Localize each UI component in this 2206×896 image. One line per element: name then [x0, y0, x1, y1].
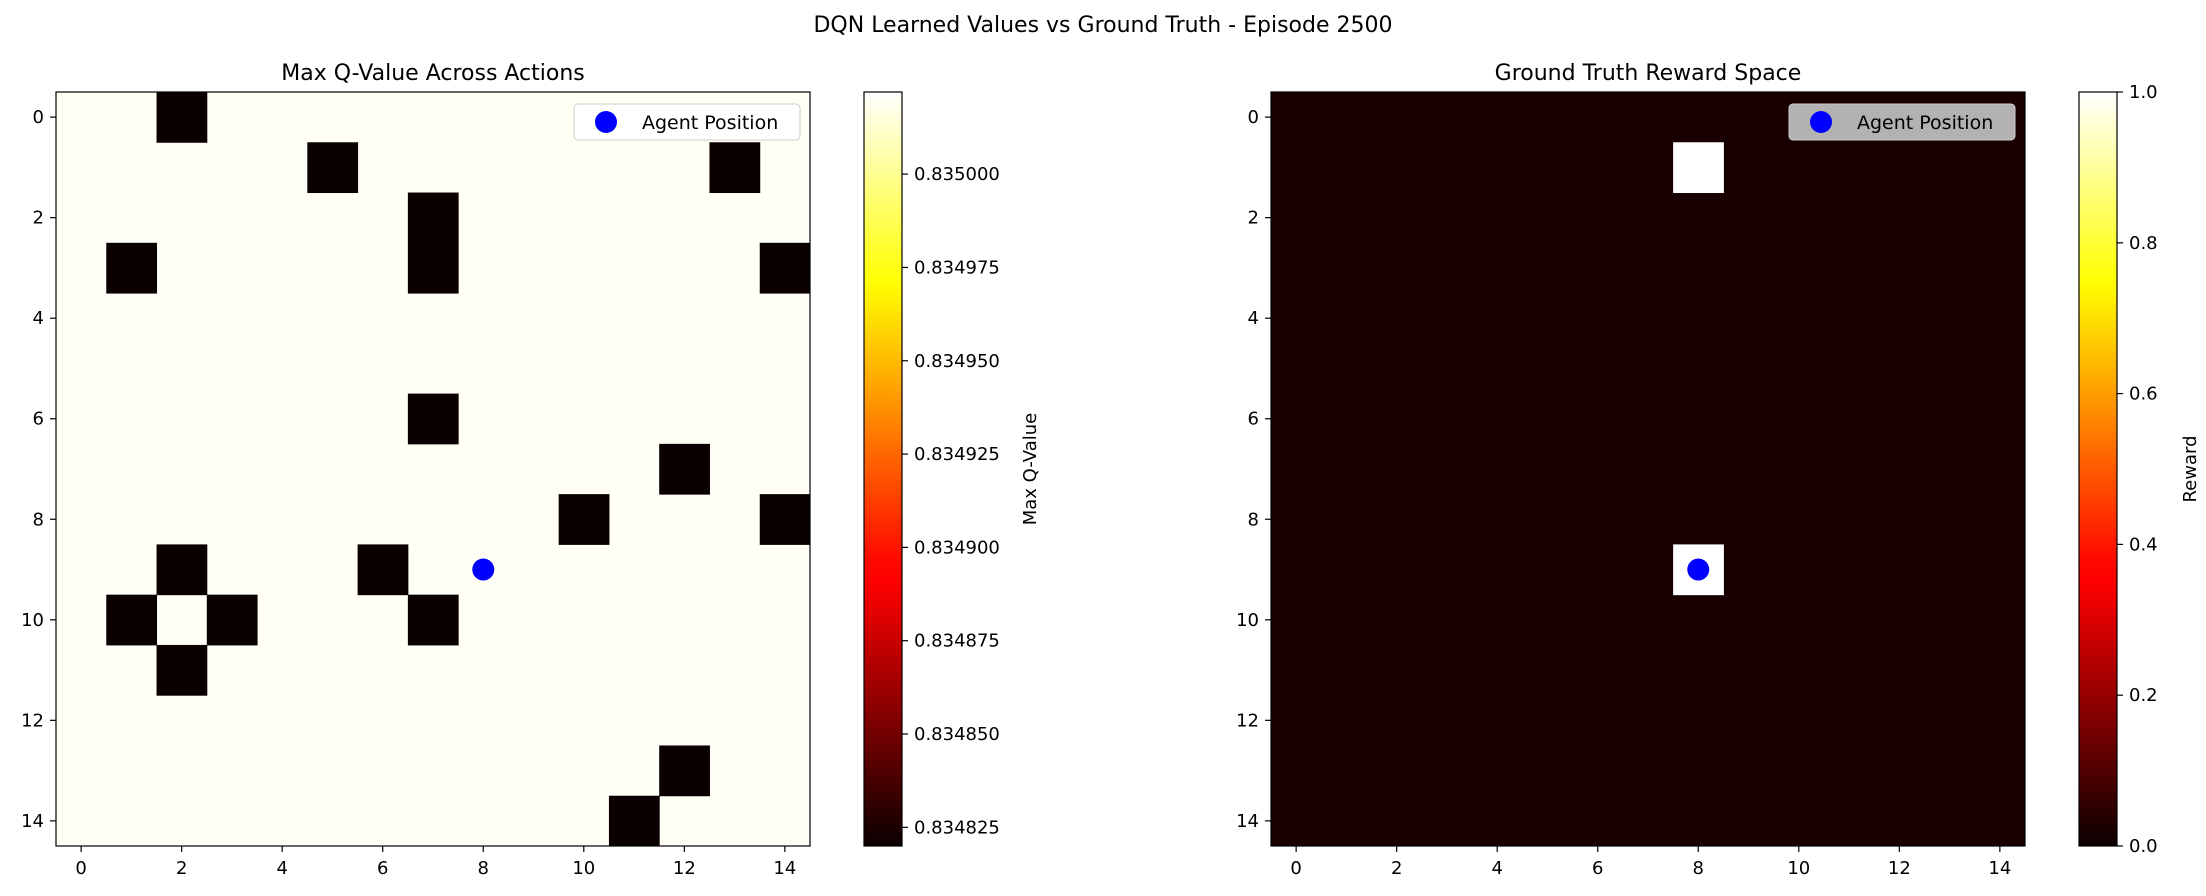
colorbar-tick-label: 0.834950: [914, 351, 1000, 372]
subplot-2: 0 2 4 6 8 10 12 14 0 2 4 6 8 10 12 14 Ground Truth Rewar…: [1236, 61, 2201, 879]
x-tick-label: 6: [1592, 858, 1603, 879]
y-tick-label: 8: [1248, 509, 1259, 530]
colorbar-tick-label: 0.0: [2129, 836, 2158, 857]
x-tick-label: 4: [1491, 858, 1502, 879]
x-tick-label: 12: [673, 858, 696, 879]
colorbar: [863, 91, 903, 847]
y-tick-label: 0: [33, 107, 44, 128]
agent-marker: [472, 558, 495, 581]
y-tick-label: 6: [33, 409, 44, 430]
heatmap-cell: [407, 242, 459, 294]
x-tick-label: 6: [377, 858, 388, 879]
heatmap-cell: [709, 142, 761, 194]
heatmap-cell: [659, 443, 710, 495]
heatmap-cell: [106, 242, 158, 294]
x-tick-label: 10: [572, 858, 595, 879]
legend-box: [1788, 103, 2016, 141]
axes-frame: [55, 91, 811, 847]
colorbar-tick-label: 0.4: [2129, 534, 2158, 555]
y-tick-label: 10: [21, 610, 44, 631]
x-tick-label: 2: [1391, 858, 1402, 879]
heatmap-cell: [156, 92, 208, 143]
heatmap-cell: [759, 242, 811, 294]
heatmap-cell: [357, 544, 409, 596]
colorbar-label: Max Q-Value: [1020, 413, 1041, 525]
subplot-title: Ground Truth Reward Space: [1495, 61, 1802, 86]
subplot-title: Max Q-Value Across Actions: [281, 61, 585, 86]
y-tick-label: 10: [1236, 610, 1259, 631]
heatmap-cell: [1673, 142, 1724, 194]
axes-frame: [1270, 91, 2026, 847]
y-tick-label: 8: [33, 509, 44, 530]
colorbar-label: Reward: [2180, 435, 2201, 502]
colorbar-tick-label: 0.8: [2129, 233, 2158, 254]
figure-title: DQN Learned Values vs Ground Truth - Epi…: [813, 13, 1392, 38]
legend-label: Agent Position: [1857, 112, 1993, 134]
subplot-1: 0 2 4 6 8 10 12 14 0 2 4 6 8 10 12 14 Max Q-Value Across…: [21, 61, 1041, 879]
x-tick-label: 8: [1693, 858, 1704, 879]
colorbar: [2078, 91, 2118, 847]
heatmap-cell: [206, 594, 258, 646]
heatmap-cell: [156, 644, 208, 696]
y-tick-label: 2: [1248, 208, 1259, 229]
y-tick-label: 12: [21, 710, 44, 731]
colorbar-tick-label: 0.834825: [914, 817, 1000, 838]
heatmap-cell: [558, 494, 610, 545]
heatmap-cell: [759, 494, 811, 545]
heatmap-cell: [307, 142, 359, 194]
x-tick-label: 8: [478, 858, 489, 879]
colorbar-tick-label: 1.0: [2129, 82, 2158, 103]
x-tick-label: 4: [276, 858, 287, 879]
colorbar-tick-label: 0.835000: [914, 164, 1000, 185]
y-tick-label: 0: [1248, 107, 1259, 128]
y-tick-label: 14: [21, 811, 44, 832]
heatmap-background: [1271, 92, 2025, 846]
y-tick-label: 12: [1236, 710, 1259, 731]
colorbar-tick-label: 0.834975: [914, 257, 1000, 278]
y-tick-label: 6: [1248, 409, 1259, 430]
x-tick-label: 0: [75, 858, 86, 879]
x-tick-label: 14: [773, 858, 796, 879]
legend-marker: [595, 111, 617, 133]
colorbar-tick-label: 0.834850: [914, 724, 1000, 745]
colorbar-tick-label: 0.6: [2129, 384, 2158, 405]
legend-label: Agent Position: [642, 112, 778, 134]
y-tick-label: 4: [33, 308, 44, 329]
heatmap-cell: [407, 594, 459, 646]
heatmap-cell: [659, 745, 710, 797]
colorbar-tick-label: 0.834900: [914, 537, 1000, 558]
colorbar-tick-label: 0.2: [2129, 685, 2158, 706]
heatmap-cell: [608, 795, 660, 847]
colorbar-tick-label: 0.834925: [914, 444, 1000, 465]
colorbar-tick-label: 0.834875: [914, 631, 1000, 652]
x-tick-label: 0: [1290, 858, 1301, 879]
heatmap-cell: [156, 544, 208, 596]
x-tick-label: 14: [1988, 858, 2011, 879]
x-tick-label: 2: [176, 858, 187, 879]
y-tick-label: 14: [1236, 811, 1259, 832]
x-tick-label: 12: [1888, 858, 1911, 879]
y-tick-label: 4: [1248, 308, 1259, 329]
x-tick-label: 10: [1787, 858, 1810, 879]
legend-marker: [1810, 111, 1832, 133]
heatmap-cell: [106, 594, 158, 646]
legend-box: [573, 103, 801, 141]
agent-marker: [1687, 558, 1710, 581]
y-tick-label: 2: [33, 208, 44, 229]
heatmap-cell: [407, 393, 459, 445]
heatmap-cell: [407, 192, 459, 244]
